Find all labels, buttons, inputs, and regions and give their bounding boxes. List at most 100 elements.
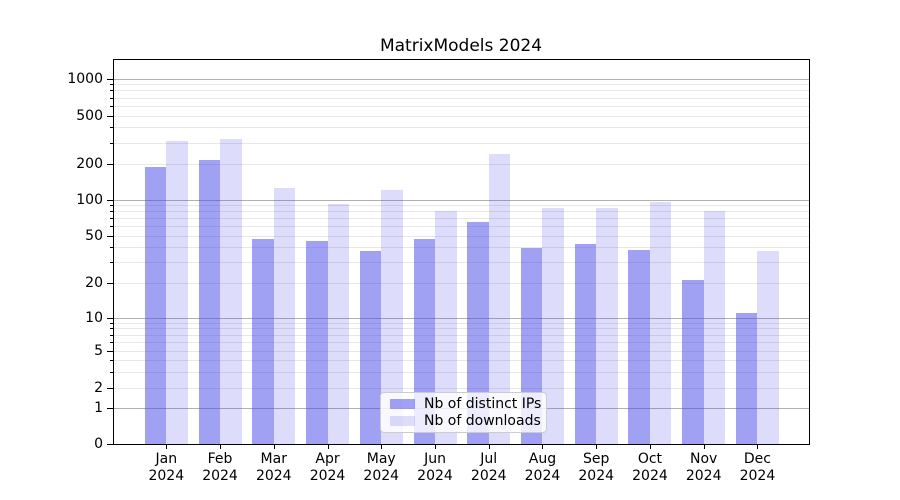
y-minor-tick (110, 226, 113, 227)
legend-item-distinct-ips: Nb of distinct IPs (390, 395, 542, 412)
y-tick-label-500: 500 (76, 108, 103, 124)
major-gridline (114, 200, 809, 201)
minor-gridline (114, 335, 809, 336)
x-tick-label-aug: Aug 2024 (524, 451, 561, 484)
y-tick-label-50: 50 (85, 228, 103, 244)
legend-item-downloads: Nb of downloads (390, 413, 541, 430)
legend-swatch-distinct-ips-icon (390, 398, 415, 409)
y-tick-label-2: 2 (94, 380, 103, 396)
legend-label-downloads: Nb of downloads (424, 413, 541, 430)
bar-downloads-dec (757, 250, 779, 444)
minor-gridline (114, 84, 809, 85)
minor-gridline (114, 388, 809, 389)
minor-gridline (114, 90, 809, 91)
bar-downloads-mar (273, 188, 296, 444)
x-tick-label-mar: Mar 2024 (255, 451, 292, 484)
x-tick-dec (757, 445, 758, 449)
minor-gridline (114, 360, 809, 361)
minor-gridline (114, 323, 809, 324)
minor-gridline (114, 342, 809, 343)
x-tick-label-may: May 2024 (363, 451, 400, 484)
y-minor-tick (110, 116, 113, 117)
x-tick-jun (435, 445, 436, 449)
bar-distinct-ips-jan (144, 166, 167, 444)
major-gridline (114, 318, 809, 319)
minor-gridline (114, 262, 809, 263)
bar-distinct-ips-jul (467, 221, 489, 444)
y-tick-10 (107, 318, 113, 319)
y-minor-tick (110, 211, 113, 212)
x-tick-label-nov: Nov 2024 (685, 451, 722, 484)
x-tick-label-feb: Feb 2024 (202, 451, 238, 484)
bar-downloads-jul (488, 154, 511, 444)
minor-gridline (114, 236, 809, 237)
minor-gridline (114, 328, 809, 329)
bar-downloads-jun (435, 211, 457, 444)
y-tick-label-200: 200 (76, 156, 103, 172)
y-minor-tick (110, 127, 113, 128)
x-tick-label-oct: Oct 2024 (632, 451, 668, 484)
y-tick-label-5: 5 (94, 343, 103, 359)
minor-gridline (114, 106, 809, 107)
bar-distinct-ips-mar (252, 238, 274, 444)
x-tick-apr (328, 445, 329, 449)
y-tick-label-0: 0 (94, 436, 103, 452)
y-minor-tick (110, 90, 113, 91)
y-minor-tick (110, 351, 113, 352)
axis-top-spine (113, 59, 810, 60)
y-minor-tick (110, 323, 113, 324)
legend-swatch-downloads-icon (390, 416, 415, 427)
minor-gridline (114, 283, 809, 284)
minor-gridline (114, 164, 809, 165)
x-tick-jul (489, 445, 490, 449)
y-minor-tick (110, 262, 113, 263)
minor-gridline (114, 372, 809, 373)
y-tick-1000 (107, 79, 113, 80)
x-tick-label-dec: Dec 2024 (739, 451, 776, 484)
bar-downloads-feb (220, 139, 242, 444)
minor-gridline (114, 116, 809, 117)
y-minor-tick (110, 106, 113, 107)
y-minor-tick (110, 205, 113, 206)
minor-gridline (114, 127, 809, 128)
bar-distinct-ips-apr (306, 240, 328, 444)
y-minor-tick (110, 84, 113, 85)
bar-distinct-ips-dec (735, 312, 758, 444)
minor-gridline (114, 143, 809, 144)
x-tick-sep (596, 445, 597, 449)
y-minor-tick (110, 143, 113, 144)
x-tick-label-jul: Jul 2024 (470, 451, 507, 484)
bar-distinct-ips-feb (198, 160, 221, 444)
y-minor-tick (110, 342, 113, 343)
y-minor-tick (110, 218, 113, 219)
minor-gridline (114, 98, 809, 99)
legend-label-distinct-ips: Nb of distinct IPs (424, 395, 542, 412)
y-tick-label-10: 10 (85, 310, 103, 326)
bar-downloads-apr (327, 203, 350, 444)
minor-gridline (114, 226, 809, 227)
minor-gridline (114, 247, 809, 248)
x-tick-feb (220, 445, 221, 449)
minor-gridline (114, 218, 809, 219)
bar-downloads-nov (703, 211, 726, 444)
y-minor-tick (110, 328, 113, 329)
y-minor-tick (110, 283, 113, 284)
y-minor-tick (110, 388, 113, 389)
x-tick-oct (650, 445, 651, 449)
axis-left-spine (113, 59, 114, 445)
chart-title: MatrixModels 2024 (379, 36, 543, 56)
y-tick-label-1: 1 (94, 400, 103, 416)
major-gridline (114, 79, 809, 80)
y-minor-tick (110, 360, 113, 361)
x-tick-mar (274, 445, 275, 449)
bar-downloads-sep (596, 207, 618, 444)
minor-gridline (114, 351, 809, 352)
axis-bottom-spine (113, 444, 810, 445)
y-tick-0 (107, 444, 113, 445)
y-minor-tick (110, 164, 113, 165)
bar-distinct-ips-oct (628, 249, 650, 444)
legend: Nb of distinct IPs Nb of downloads (380, 392, 547, 433)
y-minor-tick (110, 372, 113, 373)
